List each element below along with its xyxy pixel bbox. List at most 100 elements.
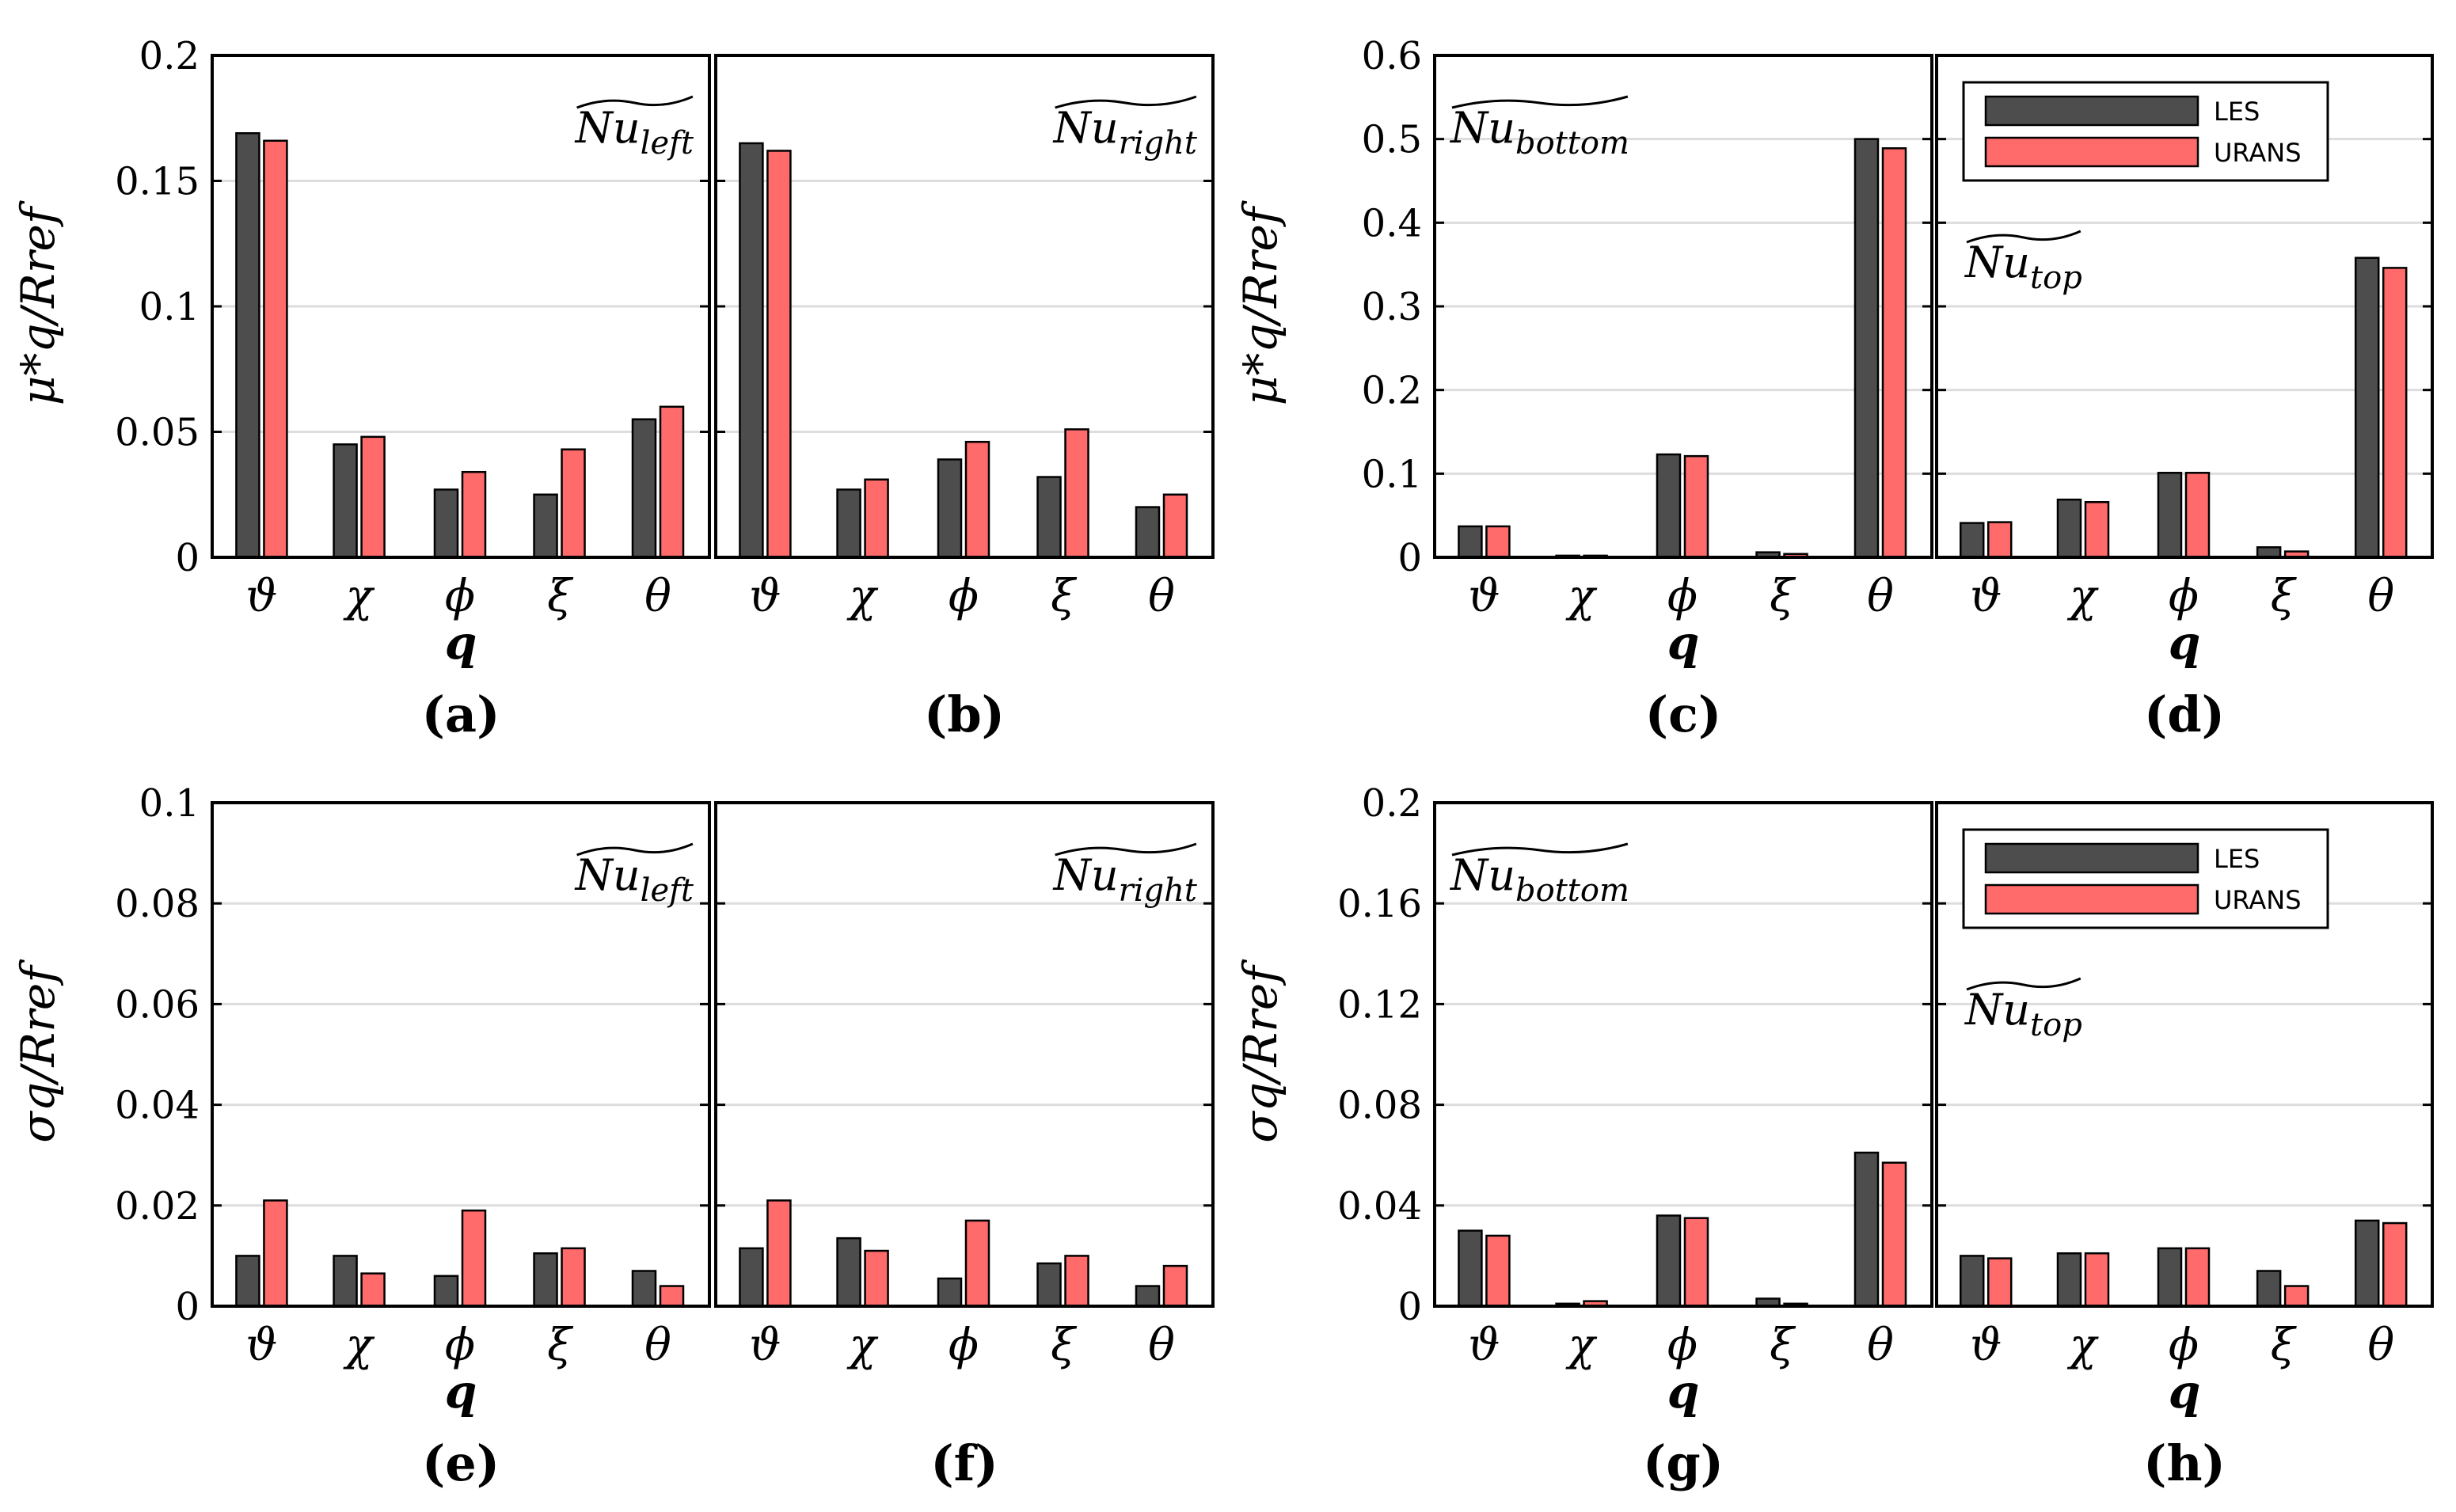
- x-tick-label: ξ: [1051, 1320, 1078, 1371]
- y-tick-label: 0.02: [115, 1184, 200, 1229]
- bar-les-3: [433, 488, 459, 559]
- x-tick-label: ϑ: [1970, 1320, 2002, 1371]
- bar-urans-2: [2084, 501, 2110, 559]
- bar-urans-1: [1986, 1257, 2013, 1308]
- bar-urans-4: [561, 1247, 586, 1308]
- x-tick-label: ϕ: [949, 571, 979, 622]
- bar-urans-5: [1881, 1161, 1907, 1308]
- x-tick-label: θ: [1148, 571, 1175, 622]
- bar-urans-1: [1485, 1234, 1511, 1308]
- y-tick-label: 0.1: [139, 285, 200, 329]
- legend-label-urans: URANS: [2214, 138, 2302, 168]
- x-tick-label: χ: [343, 1320, 375, 1371]
- x-tick-label: ϑ: [749, 1320, 781, 1371]
- bar-les-3: [1656, 453, 1682, 559]
- legend-swatch-urans: [1984, 136, 2199, 168]
- bar-les-1: [1458, 525, 1483, 559]
- x-tick-label: ϕ: [1667, 571, 1698, 622]
- tilde-mark: [1451, 842, 1629, 857]
- axes-frame: [714, 801, 1215, 1308]
- legend-swatch-les: [1984, 842, 2199, 874]
- x-tick-label: θ: [2367, 1320, 2394, 1371]
- x-tick-label: ξ: [1770, 571, 1796, 622]
- y-tick-label: 0.16: [1337, 882, 1422, 926]
- panel-b: ϑ χ ϕ ξ θ (b) Nuright: [714, 54, 1215, 743]
- bar-urans-1: [263, 1199, 288, 1308]
- y-tick-label: 0.3: [1362, 285, 1422, 329]
- panel-h: ϑ χ ϕ ξ θ q (h) Nutop LES URANS: [1935, 801, 2434, 1492]
- bar-urans-3: [964, 1219, 990, 1308]
- bar-les-2: [333, 443, 358, 559]
- x-tick-label: ξ: [2271, 1320, 2298, 1371]
- bar-urans-5: [659, 1285, 685, 1308]
- bar-urans-5: [1162, 1264, 1188, 1308]
- bar-les-3: [1656, 1214, 1682, 1308]
- bar-urans-4: [561, 448, 586, 559]
- bar-urans-3: [1683, 1217, 1709, 1308]
- nusselt-annotation: Nuright: [1052, 850, 1198, 909]
- y-tick-label: 0.5: [1362, 118, 1422, 162]
- bar-urans-3: [461, 1209, 487, 1308]
- legend-swatch-urans: [1984, 883, 2199, 915]
- bar-les-2: [2056, 498, 2082, 559]
- bar-les-2: [333, 1255, 358, 1308]
- bar-urans-5: [659, 405, 685, 559]
- y-tick-label: 0.08: [1337, 1084, 1422, 1128]
- x-tick-label: χ: [1565, 571, 1598, 622]
- x-tick-label: χ: [343, 571, 375, 622]
- nusselt-annotation: Nutop: [1964, 237, 2082, 296]
- axes-frame: [1433, 801, 1933, 1308]
- bar-les-5: [2354, 256, 2380, 559]
- nusselt-annotation: Nuleft: [574, 103, 694, 161]
- x-tick-label: ξ: [1051, 571, 1078, 622]
- x-tick-label: θ: [1867, 571, 1894, 622]
- bar-urans-1: [1485, 525, 1511, 559]
- bar-urans-3: [1683, 454, 1709, 559]
- y-tick-label: 0.2: [1362, 369, 1422, 413]
- bar-urans-1: [766, 1199, 792, 1308]
- x-tick-label: ϑ: [1970, 571, 2002, 622]
- y-tick-label: 0.04: [115, 1084, 200, 1128]
- panel-e: ϑ χ ϕ ξ θ 0 0.02 0.04 0.06 0.08 0.1 σq/Rref q (e) Nule…: [11, 781, 711, 1492]
- bar-les-5: [1135, 506, 1161, 559]
- panel-label: (g): [1643, 1434, 1724, 1492]
- bar-les-3: [2157, 1247, 2183, 1308]
- y-tick-label: 0.1: [139, 781, 200, 826]
- bar-les-4: [533, 1252, 558, 1308]
- bar-les-4: [1036, 476, 1062, 559]
- legend: LES URANS: [1962, 828, 2329, 929]
- y-tick-label: 0.2: [1362, 781, 1422, 826]
- bar-urans-5: [2382, 1221, 2408, 1308]
- bar-urans-5: [2382, 267, 2408, 559]
- panel-label: (e): [422, 1434, 500, 1492]
- x-tick-label: θ: [1867, 1320, 1894, 1371]
- y-tick-label: 0.2: [139, 34, 200, 78]
- panel-label: (d): [2144, 686, 2225, 743]
- nusselt-annotation: Nutop: [1964, 985, 2082, 1043]
- y-axis-title: σq/Rref: [1234, 959, 1287, 1143]
- x-tick-label: ξ: [2271, 571, 2298, 622]
- nusselt-annotation: Nubottom: [1449, 850, 1629, 909]
- tilde-mark: [1966, 977, 2082, 991]
- x-tick-label: θ: [1148, 1320, 1175, 1371]
- x-axis-title: q: [445, 616, 477, 670]
- y-tick-label: 0.04: [1337, 1184, 1422, 1229]
- legend-label-les: LES: [2214, 844, 2260, 874]
- bar-urans-5: [1162, 493, 1188, 559]
- y-tick-label: 0: [1397, 536, 1422, 580]
- panel-label: (f): [930, 1434, 998, 1492]
- bar-urans-5: [1881, 147, 1907, 559]
- bar-urans-3: [964, 440, 990, 559]
- tilde-mark: [1055, 95, 1197, 109]
- bar-urans-4: [1064, 1255, 1089, 1308]
- x-axis-title: q: [2169, 1365, 2201, 1419]
- legend-swatch-les: [1984, 95, 2199, 127]
- panel-label: (a): [422, 686, 500, 743]
- bar-les-1: [739, 142, 764, 559]
- y-axis-title: μ*q/Rref: [1234, 199, 1287, 405]
- axes-frame: [1935, 801, 2434, 1308]
- bar-les-1: [235, 132, 260, 559]
- axes-frame: [211, 801, 711, 1308]
- bar-les-5: [1135, 1285, 1161, 1308]
